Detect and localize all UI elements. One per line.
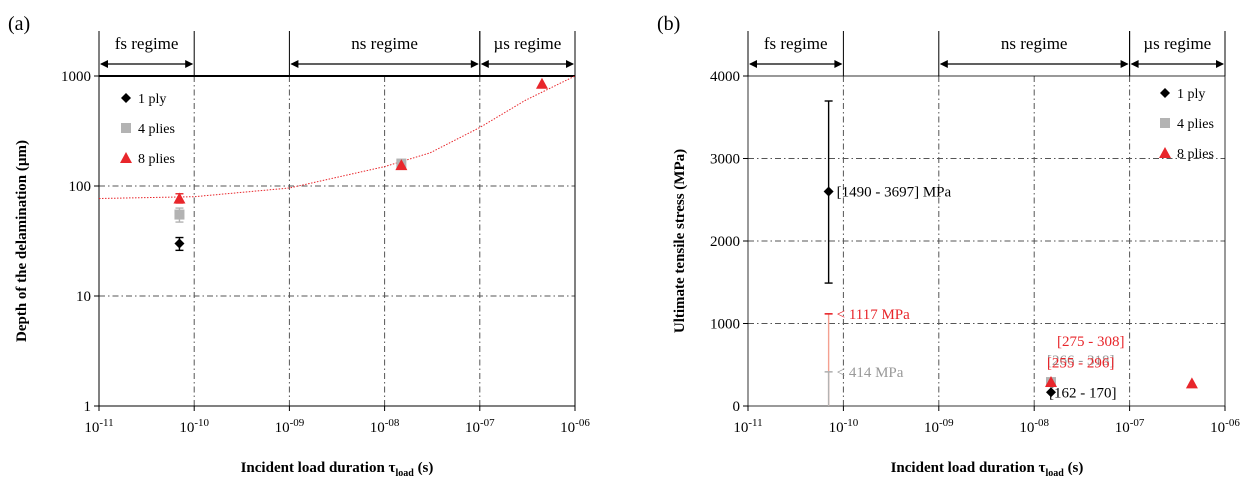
legend-label: 4 plies — [1177, 117, 1214, 132]
regime-arrowhead-right — [1120, 60, 1129, 68]
legend-label: 1 ply — [138, 92, 166, 107]
data-point-triangle — [1044, 375, 1057, 387]
y-tick-label: 0 — [733, 399, 741, 415]
data-point-diamond — [1045, 387, 1056, 398]
data-point-triangle — [535, 77, 548, 89]
trend-line — [98, 75, 576, 199]
x-axis-label-main: Incident load duration τ — [241, 460, 396, 476]
y-axis-label: Ultimate tensile stress (MPa) — [672, 149, 688, 333]
data-point-diamond — [823, 186, 834, 197]
y-axis-label: Depth of the delamination (µm) — [14, 140, 30, 342]
x-tick-label: 10-09 — [275, 417, 305, 436]
x-axis-label: Incident load duration τload (s) — [891, 460, 1084, 479]
x-tick-label: 10-07 — [465, 417, 495, 436]
regime-arrowhead-right — [566, 60, 574, 68]
panel-label: (b) — [657, 13, 680, 35]
regime-arrowhead-right — [834, 60, 843, 68]
data-point-triangle — [1185, 377, 1198, 389]
regime-label: ns regime — [1001, 34, 1068, 53]
regime-arrowhead-right — [1216, 60, 1224, 68]
data-point-triangle — [395, 159, 408, 171]
data-annotation: [266 - 318] — [1047, 353, 1115, 369]
x-axis-label-main: Incident load duration τ — [891, 460, 1046, 476]
y-tick-label: 100 — [69, 179, 92, 195]
x-tick-label: 10-11 — [84, 417, 113, 436]
panel-label: (a) — [8, 13, 30, 35]
x-tick-label: 10-08 — [370, 417, 400, 436]
data-annotation: < 1117 MPa — [837, 307, 911, 323]
legend-marker-diamond — [1160, 88, 1170, 98]
data-annotation: [255 - 296] — [1047, 355, 1115, 371]
chart-panel-a: (a) fs regime ns regime µs regime 1 10 100 1000… — [8, 13, 590, 479]
y-tick-label: 2000 — [710, 234, 740, 250]
data-annotation: [1490 - 3697] MPa — [837, 185, 952, 201]
data-annotation: [162 - 170] — [1049, 385, 1117, 401]
regime-arrowhead-right — [470, 60, 479, 68]
x-axis-label-subscript: load — [1045, 468, 1064, 479]
legend-label: 8 plies — [1177, 147, 1214, 162]
data-point-square — [174, 209, 185, 220]
x-tick-label: 10-09 — [924, 417, 954, 436]
x-axis-label-subscript: load — [395, 468, 414, 479]
y-tick-label: 1000 — [710, 317, 740, 333]
regime-label: fs regime — [764, 34, 828, 53]
x-tick-label: 10-06 — [560, 417, 590, 436]
y-tick-label: 10 — [76, 289, 91, 305]
legend-marker-triangle — [1159, 147, 1171, 158]
y-tick-label: 4000 — [710, 69, 740, 85]
x-axis-label-unit: (s) — [414, 460, 434, 476]
legend-marker-triangle — [120, 152, 132, 163]
legend-label: 4 plies — [138, 122, 175, 137]
legend-marker-diamond — [121, 93, 131, 103]
regime-arrowhead-left — [290, 60, 299, 68]
x-axis-label: Incident load duration τload (s) — [241, 460, 434, 479]
regime-label: µs regime — [493, 34, 561, 53]
regime-label: µs regime — [1143, 34, 1211, 53]
legend-marker-square — [121, 123, 131, 133]
x-tick-label: 10-07 — [1115, 417, 1145, 436]
data-annotation: [275 - 308] — [1057, 334, 1125, 350]
x-tick-label: 10-08 — [1019, 417, 1049, 436]
regime-label: fs regime — [115, 34, 179, 53]
y-tick-label: 1 — [84, 399, 92, 415]
legend-label: 8 plies — [138, 152, 175, 167]
data-point-diamond — [174, 238, 185, 249]
x-tick-label: 10-10 — [829, 417, 859, 436]
y-tick-label: 1000 — [61, 69, 91, 85]
legend-marker-square — [1160, 118, 1170, 128]
regime-arrowhead-left — [939, 60, 948, 68]
x-axis-label-unit: (s) — [1064, 460, 1084, 476]
regime-arrowhead-right — [185, 60, 194, 68]
regime-arrowhead-left — [480, 60, 489, 68]
data-annotation: < 414 MPa — [837, 365, 904, 381]
regime-arrowhead-left — [100, 60, 108, 68]
x-tick-label: 10-06 — [1210, 417, 1240, 436]
regime-arrowhead-left — [749, 60, 757, 68]
regime-arrowhead-left — [1130, 60, 1139, 68]
data-point-triangle — [173, 192, 186, 204]
y-tick-label: 3000 — [710, 152, 740, 168]
regime-label: ns regime — [351, 34, 418, 53]
x-tick-label: 10-11 — [733, 417, 762, 436]
chart-panel-b: (b) fs regime ns regime µs regime 0 1000 2000 3… — [657, 13, 1240, 479]
legend-label: 1 ply — [1177, 87, 1205, 102]
x-tick-label: 10-10 — [179, 417, 209, 436]
